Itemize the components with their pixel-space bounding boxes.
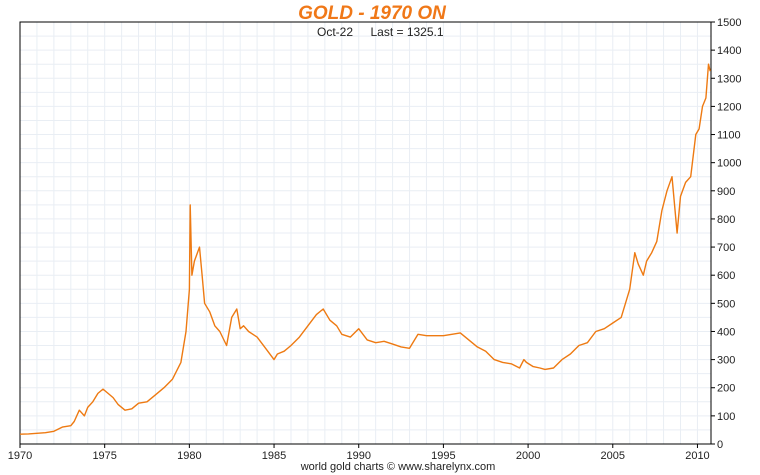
x-tick-label: 1995 [431,450,455,462]
x-tick-label: 1980 [177,450,201,462]
x-tick-label: 1985 [262,450,286,462]
y-tick-label: 1400 [717,45,741,57]
chart-subtitle-last: Last = 1325.1 [370,25,443,39]
x-tick-label: 1975 [92,450,116,462]
y-tick-label: 1100 [717,130,741,142]
x-tick-label: 2005 [601,450,625,462]
chart-source-credit: world gold charts © www.sharelynx.com [300,461,496,473]
y-tick-label: 1500 [717,17,741,29]
y-tick-label: 1200 [717,101,741,113]
x-tick-label: 1990 [346,450,370,462]
axis-ticks: 1970 1975 1980 1985 1990 1995 2000 2005 2010 0 100… [8,17,742,462]
y-tick-label: 700 [717,242,735,254]
plot-frame [19,21,712,445]
x-tick-label: 1970 [8,450,32,462]
y-tick-label: 900 [717,186,735,198]
chart-subtitle-date: Oct-22 [317,25,353,39]
gridlines [19,22,711,444]
x-tick-label: 2000 [516,450,540,462]
y-tick-label: 200 [717,383,735,395]
x-tick-label: 2010 [685,450,709,462]
series-layer [19,63,711,435]
y-tick-label: 600 [717,270,735,282]
y-tick-label: 800 [717,214,735,226]
y-tick-label: 100 [717,411,735,423]
y-tick-label: 1000 [717,158,741,170]
y-tick-label: 0 [717,439,723,451]
gold-price-line [19,63,711,435]
y-tick-label: 500 [717,298,735,310]
chart-title: GOLD - 1970 ON [298,3,447,24]
y-tick-label: 400 [717,326,735,338]
y-tick-label: 1300 [717,73,741,85]
y-tick-label: 300 [717,355,735,367]
